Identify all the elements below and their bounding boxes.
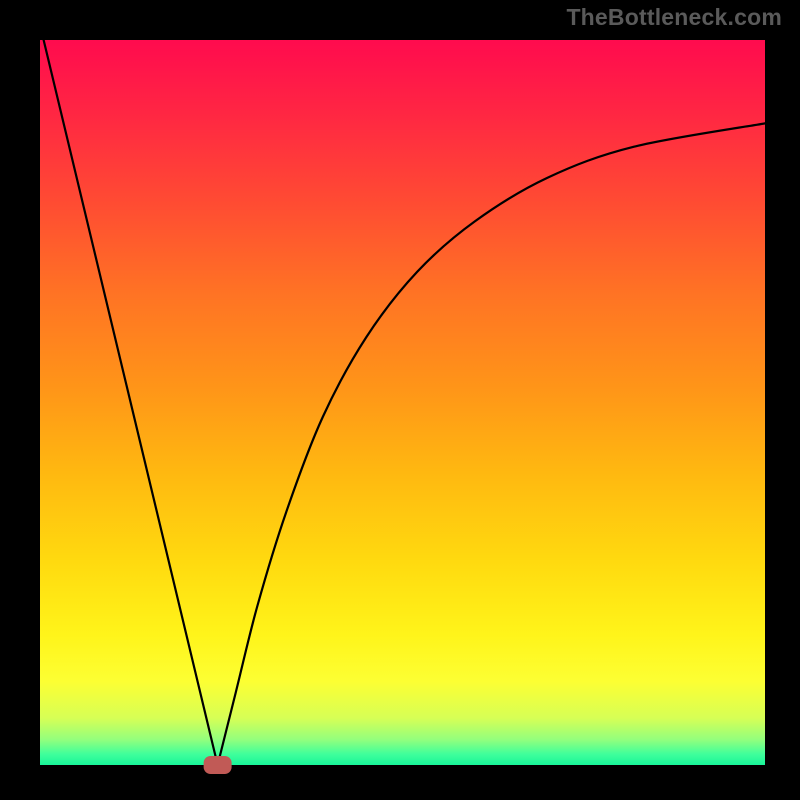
- minimum-marker: [204, 756, 232, 774]
- chart-container: TheBottleneck.com: [0, 0, 800, 800]
- gradient-background: [40, 40, 765, 765]
- bottleneck-chart: [0, 0, 800, 800]
- watermark-text: TheBottleneck.com: [566, 4, 782, 31]
